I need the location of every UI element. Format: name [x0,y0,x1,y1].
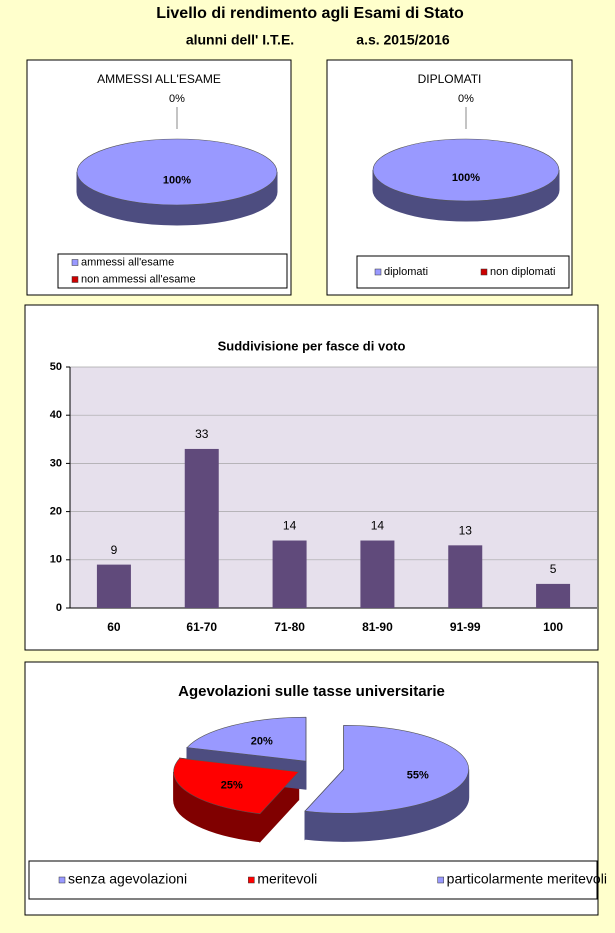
data-label: 100% [163,175,191,187]
legend-label: meritevoli [257,871,317,887]
y-tick-label: 20 [50,506,62,518]
chart-title: DIPLOMATI [418,72,482,86]
page-subtitle: a.s. 2015/2016 [356,32,450,48]
data-label: 9 [111,543,118,557]
y-tick-label: 10 [50,554,62,566]
y-tick-label: 30 [50,457,62,469]
bar [272,540,307,608]
bar [448,545,483,608]
data-label: 14 [283,519,297,533]
legend-swatch [437,876,444,884]
data-label: 55% [407,769,429,781]
legend-swatch [480,268,488,276]
legend-box [356,255,570,289]
data-label: 13 [459,524,473,538]
bar [360,540,395,608]
page-subtitle: alunni dell' I.T.E. [186,32,294,48]
legend-swatch [71,276,79,283]
plot-area [70,367,597,608]
pie-slice [304,725,469,814]
legend-swatch [248,876,255,884]
bar [184,448,219,608]
data-label: 0% [458,93,474,105]
bar [96,564,131,608]
pie-slice [173,757,300,814]
pie-slice [186,716,307,762]
data-label: 5 [550,562,557,576]
legend-label: ammessi all'esame [81,256,174,268]
data-label: 14 [371,519,385,533]
legend-swatch [58,876,66,884]
legend-swatch [71,259,79,266]
legend-label: senza agevolazioni [68,871,187,887]
pie-slice [372,138,560,202]
legend-box [57,253,288,289]
legend-box [28,860,598,900]
legend-label: non ammessi all'esame [81,273,196,285]
legend-label: particolarmente meritevoli [447,871,607,887]
data-label: 0% [169,93,185,105]
legend-label: diplomati [384,266,428,278]
data-label: 20% [251,736,273,748]
chart-title: Agevolazioni sulle tasse universitarie [178,683,445,700]
x-tick-label: 60 [107,620,121,634]
x-tick-label: 100 [543,620,563,634]
x-tick-label: 71-80 [274,620,305,634]
chart-title: Suddivisione per fasce di voto [218,338,406,353]
data-label: 100% [452,172,480,184]
x-tick-label: 61-70 [186,620,217,634]
data-label: 25% [221,780,243,792]
pie-slice [76,138,278,206]
data-label: 33 [195,427,209,441]
y-tick-label: 50 [50,361,62,373]
x-tick-label: 81-90 [362,620,393,634]
x-tick-label: 91-99 [450,620,481,634]
y-tick-label: 40 [50,409,62,421]
y-tick-label: 0 [56,602,62,614]
bar [536,583,571,608]
page-title: Livello di rendimento agli Esami di Stat… [156,5,464,22]
chart-title: AMMESSI ALL'ESAME [97,72,221,86]
legend-label: non diplomati [490,266,555,278]
legend-swatch [374,268,382,276]
